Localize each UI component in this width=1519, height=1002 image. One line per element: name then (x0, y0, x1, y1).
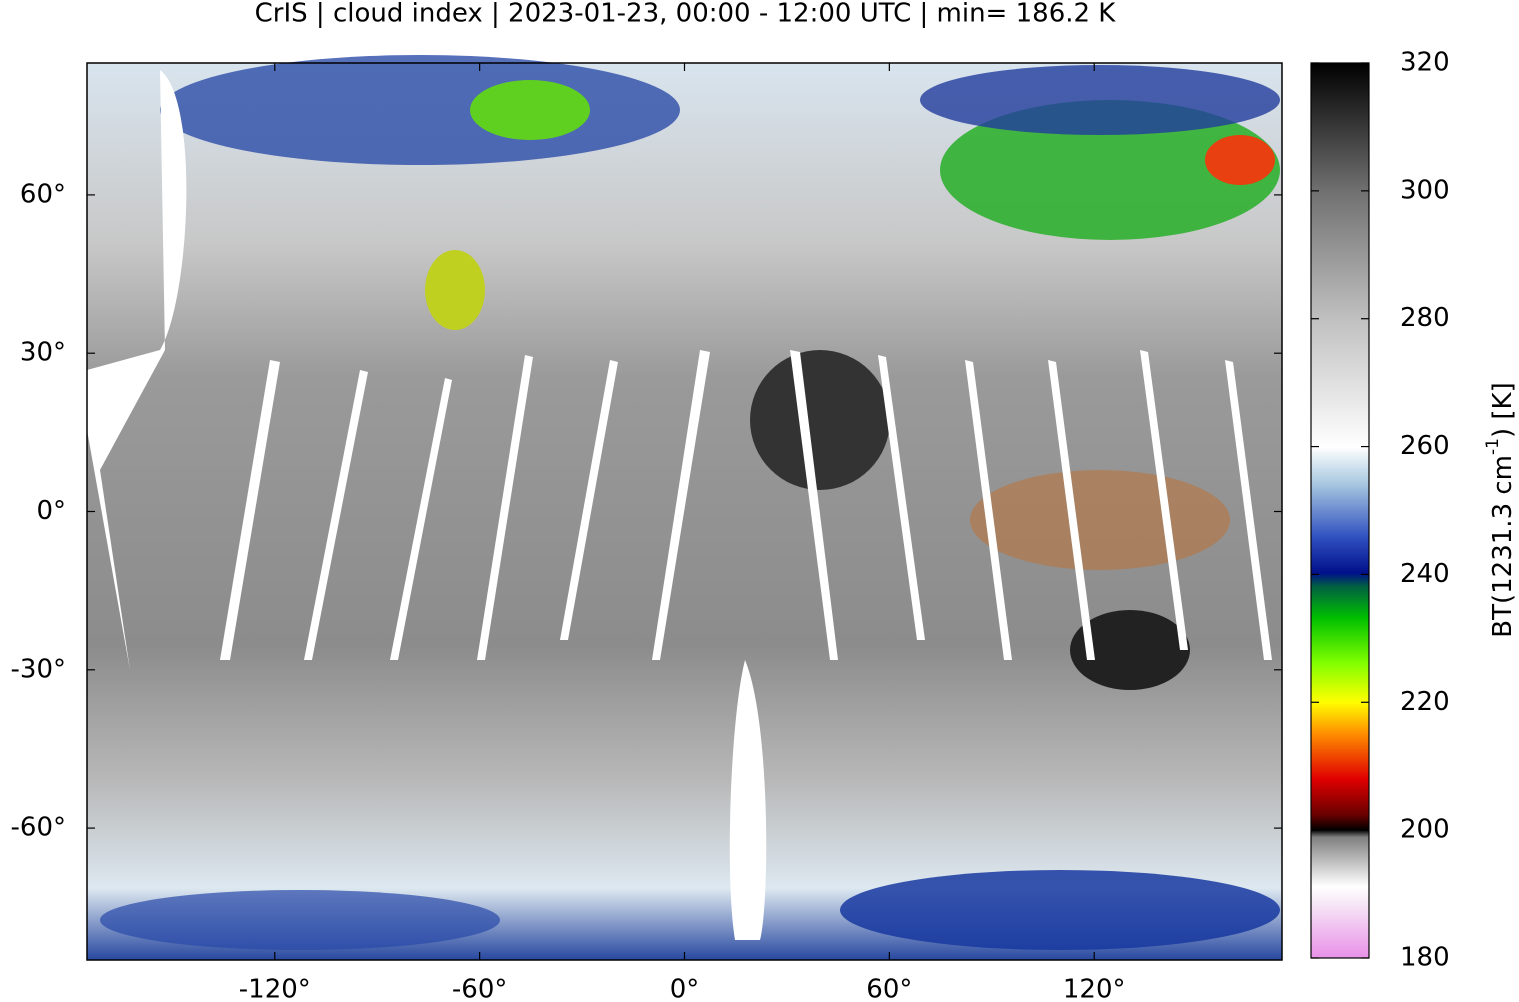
map-image (86, 55, 1283, 961)
colorbar-tick-label: 220 (1400, 687, 1450, 717)
x-tick-label: -120° (239, 975, 311, 1002)
colorbar-tick-label: 320 (1400, 48, 1450, 78)
x-tick-label: -60° (452, 975, 507, 1002)
colorbar-tick-label: 240 (1400, 559, 1450, 589)
x-tick-label: 60° (866, 975, 912, 1002)
x-tick-label: 120° (1063, 975, 1126, 1002)
colorbar-tick-label: 300 (1400, 175, 1450, 205)
colorbar-label: BT(1231.3 cm-1) [K] (1483, 382, 1518, 637)
y-tick-label: -60° (11, 813, 66, 843)
colorbar-tick-label: 180 (1400, 943, 1450, 973)
y-tick-label: 30° (20, 338, 66, 368)
y-tick-label: 60° (20, 179, 66, 209)
colorbar (1310, 62, 1370, 959)
title: CrIS | cloud index | 2023-01-23, 00:00 -… (255, 0, 1117, 29)
y-tick-label: 0° (36, 496, 66, 526)
y-tick-label: -30° (11, 654, 66, 684)
colorbar-tick-label: 200 (1400, 815, 1450, 845)
x-tick-label: 0° (670, 975, 700, 1002)
colorbar-tick-label: 260 (1400, 431, 1450, 461)
colorbar-tick-label: 280 (1400, 303, 1450, 333)
